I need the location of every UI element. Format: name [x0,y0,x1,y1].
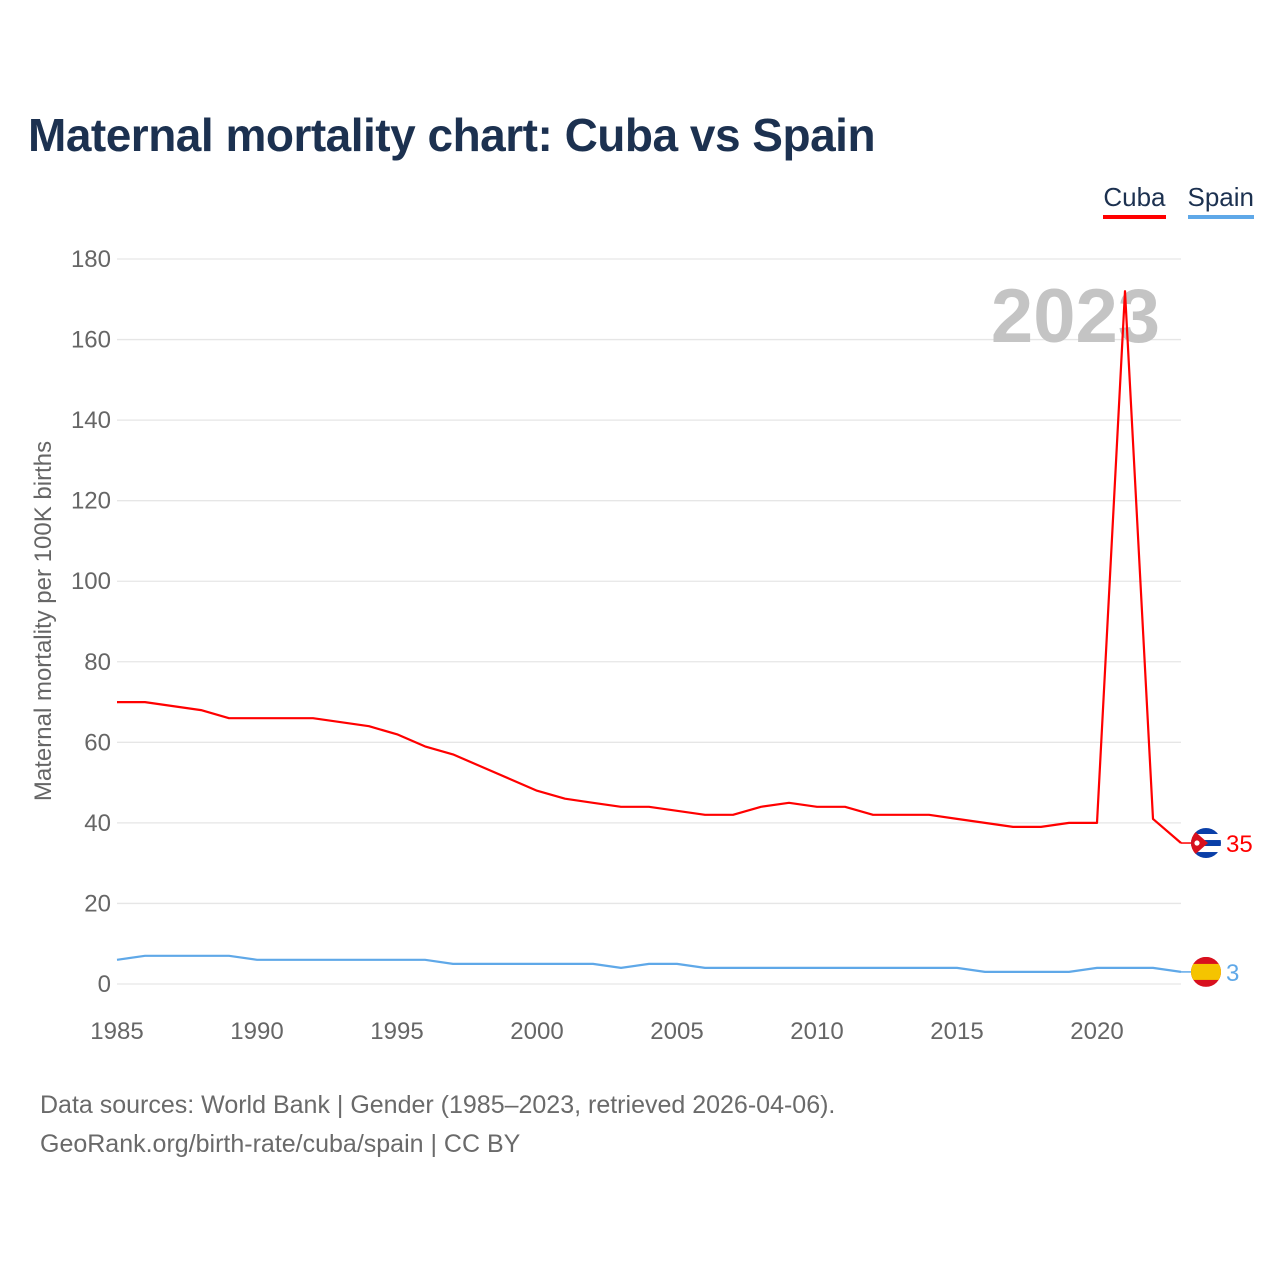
x-tick-label: 2000 [510,1018,563,1045]
y-tick-label: 180 [71,246,111,273]
y-axis-label: Maternal mortality per 100K births [30,441,57,801]
x-tick-label: 2015 [930,1018,983,1045]
y-tick-label: 100 [71,568,111,595]
series-line-spain[interactable] [116,954,1182,974]
x-tick-label: 1995 [370,1018,423,1045]
x-tick-label: 2010 [790,1018,843,1045]
legend-item-cuba[interactable]: Cuba [1103,182,1166,219]
footer: Data sources: World Bank | Gender (1985–… [40,1086,835,1164]
footer-credit[interactable]: GeoRank.org/birth-rate/cuba/spain | CC B… [40,1130,521,1158]
y-tick-label: 80 [84,649,111,676]
footer-sources: Data sources: World Bank | Gender (1985–… [40,1091,836,1119]
series-lines [116,290,1182,974]
y-tick-label: 160 [71,327,111,354]
end-label-cuba: 35 [1226,831,1253,858]
y-tick-label: 60 [84,729,111,756]
end-label-spain: 3 [1226,960,1239,987]
legend-item-spain[interactable]: Spain [1187,182,1254,219]
y-tick-label: 40 [84,810,111,837]
x-tick-label: 2020 [1070,1018,1123,1045]
x-tick-label: 1985 [90,1018,143,1045]
y-tick-label: 20 [84,890,111,917]
y-tick-label: 0 [98,971,111,998]
series-line-cuba[interactable] [117,290,1182,844]
y-tick-label: 140 [71,407,111,434]
y-axis-ticks: 0 20 40 60 80 100 120 140 160 180 [71,246,111,998]
cuba-flag-icon [1191,828,1221,859]
legend: Cuba Spain [1103,182,1254,219]
x-tick-label: 2005 [650,1018,703,1045]
spain-flag-icon [1191,956,1221,987]
x-axis-ticks: 1985 1990 1995 2000 2005 2010 2015 2020 [90,1018,1123,1045]
y-tick-label: 120 [71,488,111,515]
end-markers: 35 3 [1181,828,1253,987]
chart-title: Maternal mortality chart: Cuba vs Spain [28,109,876,161]
gridlines [117,258,1181,985]
year-watermark: 2023 [991,274,1160,359]
x-tick-label: 1990 [230,1018,283,1045]
